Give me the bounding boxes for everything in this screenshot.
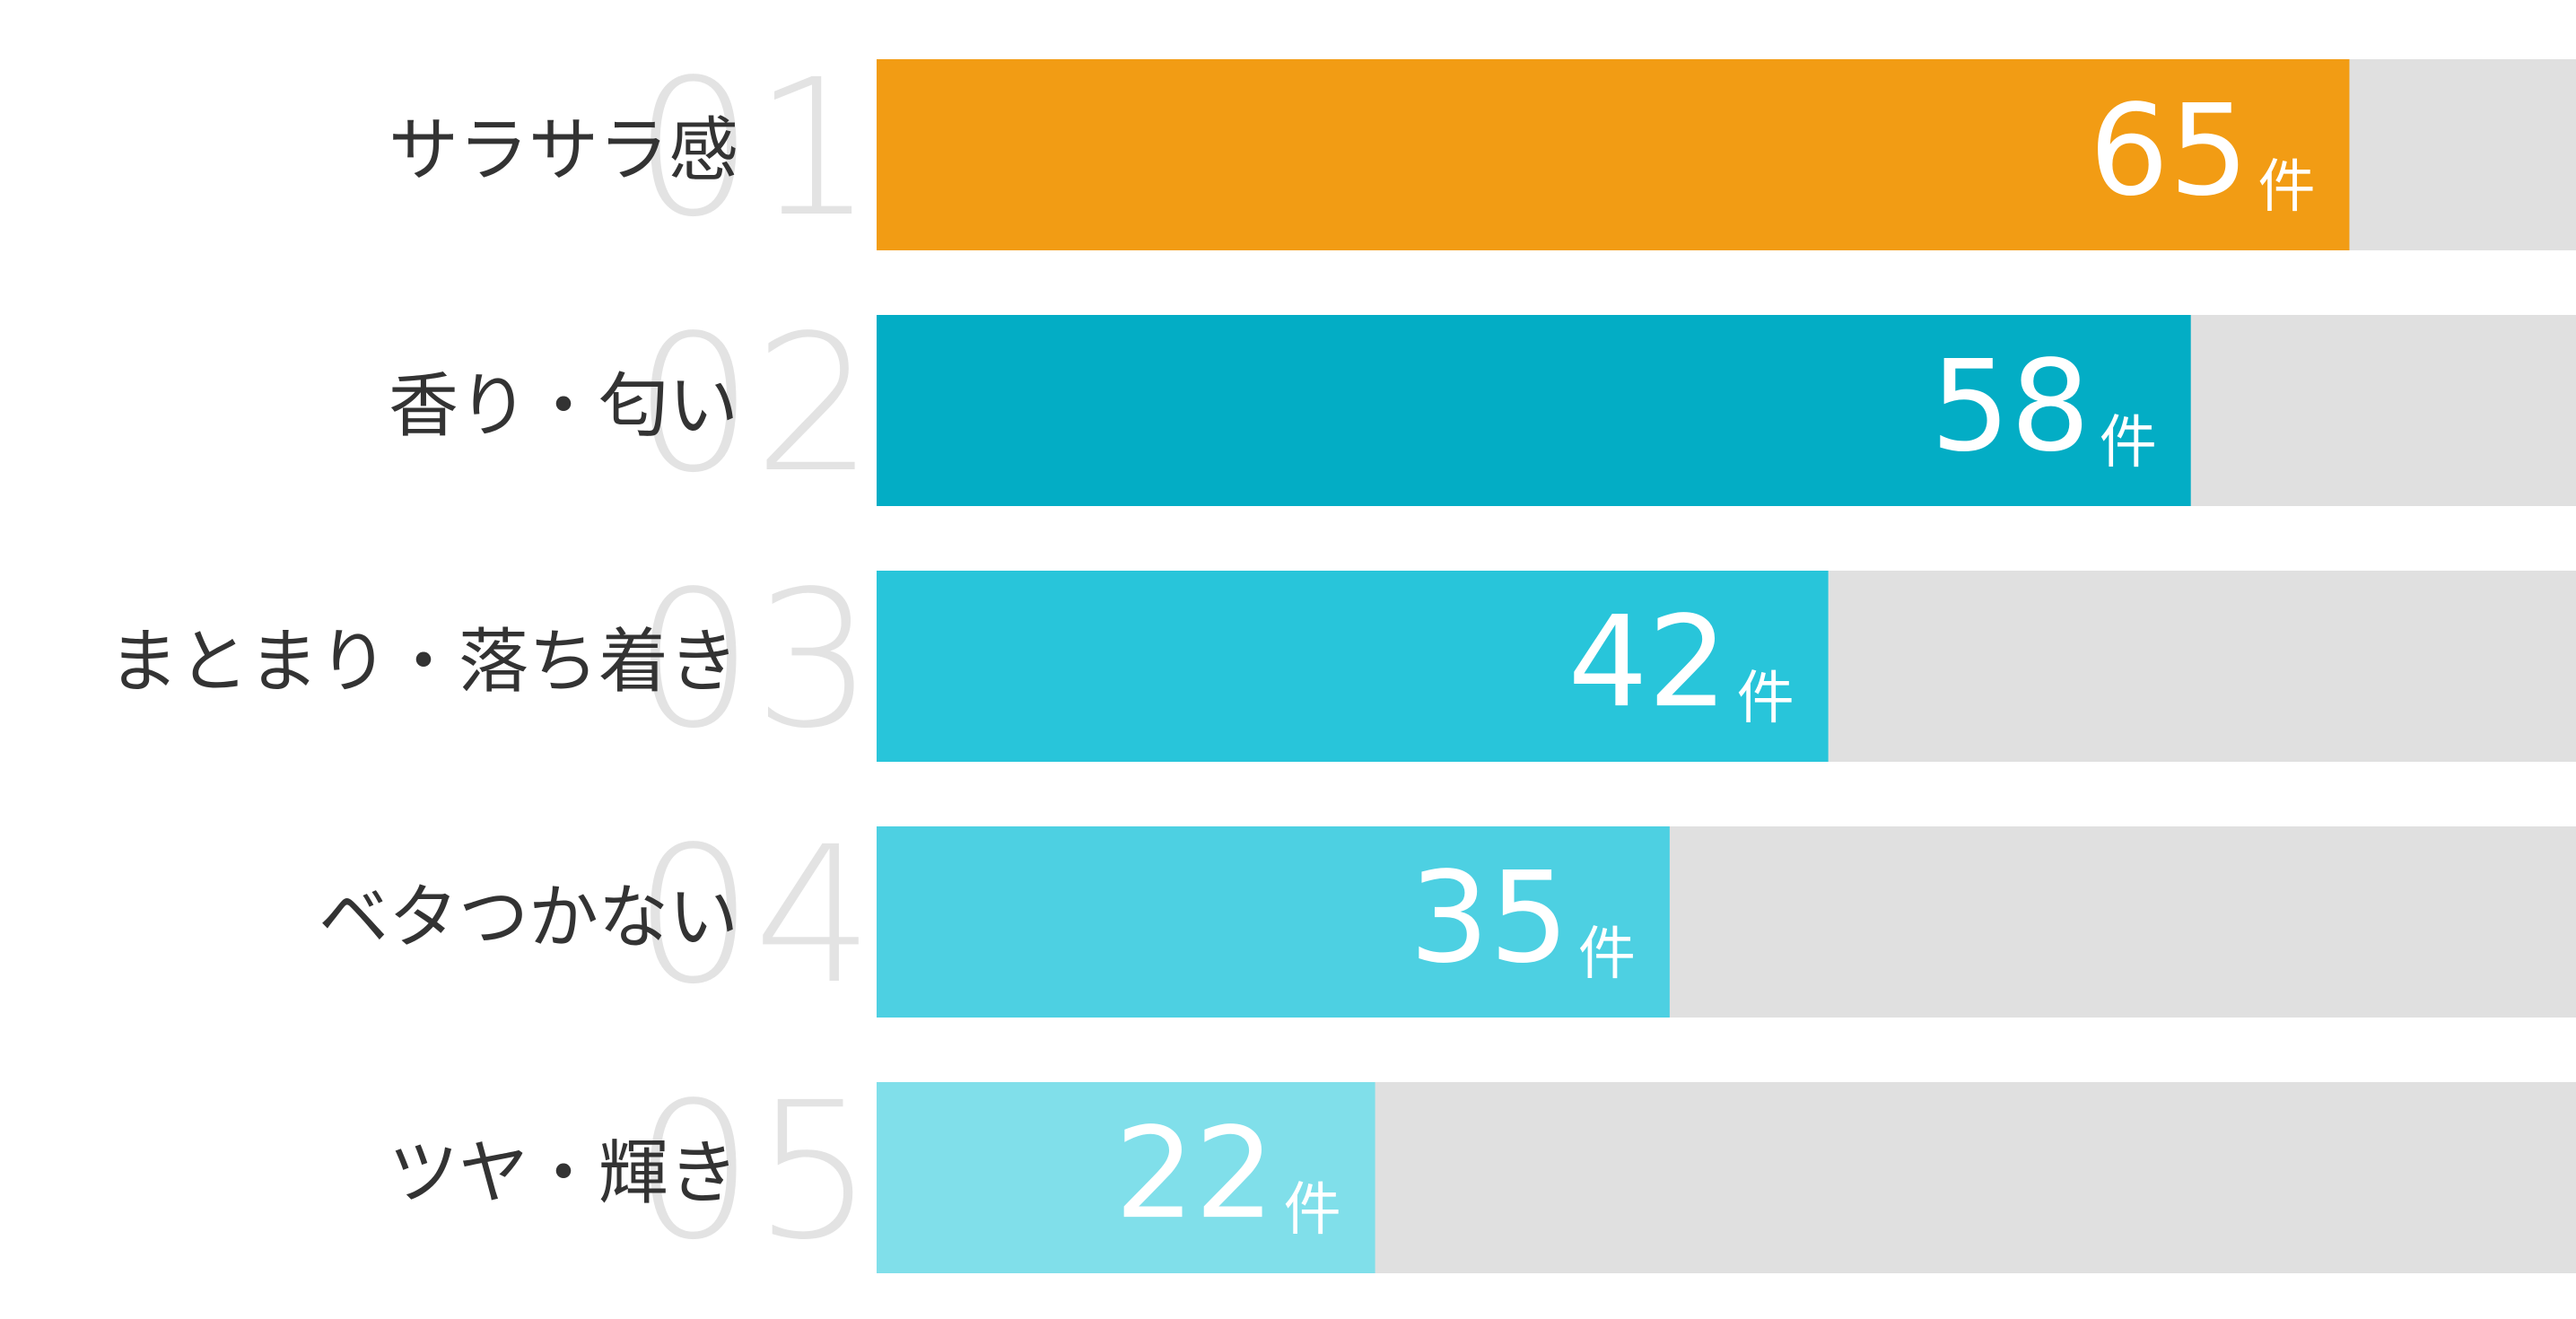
value-unit: 件 bbox=[1737, 666, 1794, 732]
rank-number: 02 bbox=[633, 294, 873, 514]
bar bbox=[877, 59, 2350, 250]
bar bbox=[877, 571, 1829, 762]
category-label: 香り・匂い bbox=[389, 366, 738, 447]
category-label: まとまり・落ち着き bbox=[109, 622, 738, 703]
value-label: 42 bbox=[1567, 590, 1727, 736]
category-label: ツヤ・輝き bbox=[389, 1133, 738, 1214]
bar bbox=[877, 1082, 1375, 1273]
value-unit: 件 bbox=[2257, 154, 2315, 221]
rank-number: 05 bbox=[633, 1061, 873, 1281]
value-label: 22 bbox=[1114, 1101, 1274, 1247]
value-label: 65 bbox=[2089, 78, 2249, 224]
rank-number: 04 bbox=[633, 806, 873, 1026]
category-label: ベタつかない bbox=[319, 878, 738, 958]
value-unit: 件 bbox=[2100, 410, 2157, 476]
rank-number: 03 bbox=[633, 550, 873, 770]
value-label: 58 bbox=[1931, 334, 2091, 480]
value-unit: 件 bbox=[1578, 922, 1636, 988]
category-label: サラサラ感 bbox=[389, 110, 738, 191]
bar bbox=[877, 826, 1670, 1018]
value-label: 35 bbox=[1410, 845, 1569, 991]
rank-number: 01 bbox=[633, 39, 873, 258]
bar bbox=[877, 315, 2191, 506]
value-unit: 件 bbox=[1284, 1177, 1341, 1244]
